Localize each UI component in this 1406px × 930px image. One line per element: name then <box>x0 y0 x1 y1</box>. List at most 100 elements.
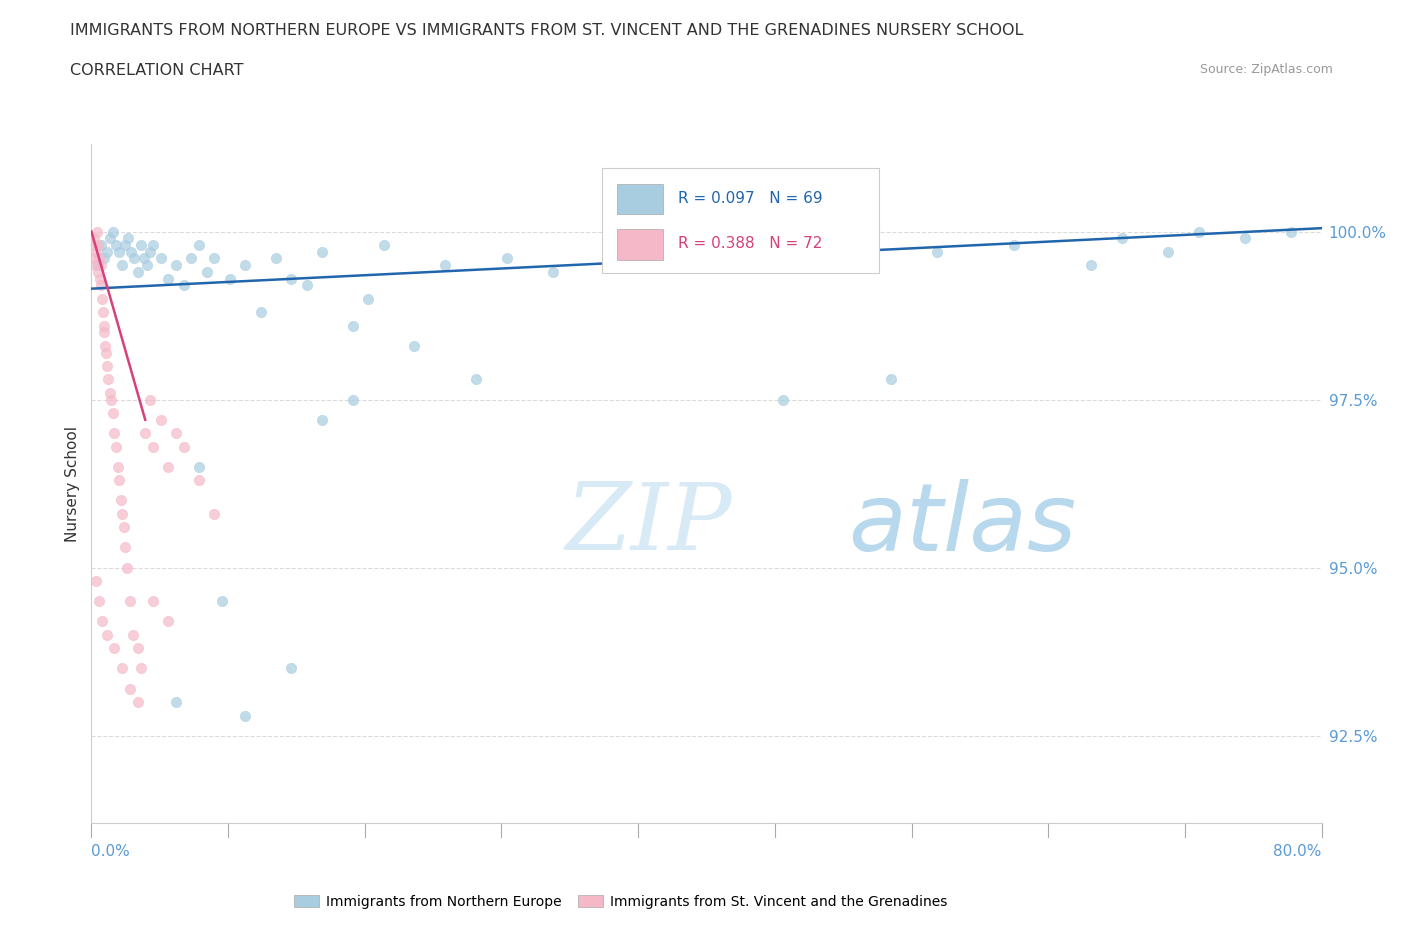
Point <box>357 291 380 306</box>
Point <box>880 372 903 387</box>
Point <box>311 245 333 259</box>
Text: atlas: atlas <box>848 479 1076 570</box>
Point <box>108 245 131 259</box>
Point <box>619 245 641 259</box>
Point <box>165 695 187 710</box>
Point <box>849 251 872 266</box>
Point <box>122 628 145 643</box>
Point <box>112 520 135 535</box>
Point <box>91 614 114 629</box>
FancyBboxPatch shape <box>617 229 664 259</box>
Point <box>211 593 233 608</box>
Point <box>86 224 108 239</box>
Point <box>188 472 211 487</box>
Point <box>118 681 141 696</box>
Point <box>1279 224 1302 239</box>
Point <box>120 245 142 259</box>
Point <box>165 426 187 441</box>
Point <box>101 224 124 239</box>
Point <box>127 641 149 656</box>
Point <box>84 574 107 589</box>
Point <box>772 392 794 407</box>
Point <box>404 339 426 353</box>
Point <box>149 412 172 427</box>
Point <box>111 661 134 676</box>
Point <box>135 258 157 272</box>
Point <box>87 251 110 266</box>
Point <box>157 614 180 629</box>
Point <box>98 385 121 400</box>
Point <box>115 560 138 575</box>
Point <box>249 305 271 320</box>
Point <box>1111 231 1133 246</box>
Point <box>82 237 104 252</box>
Point <box>311 412 333 427</box>
Text: 80.0%: 80.0% <box>1274 844 1322 858</box>
Point <box>165 258 187 272</box>
Point <box>96 628 118 643</box>
Point <box>111 507 134 522</box>
Text: CORRELATION CHART: CORRELATION CHART <box>70 63 243 78</box>
Point <box>233 708 256 723</box>
Point <box>342 318 364 333</box>
Point <box>295 278 318 293</box>
Point <box>91 291 114 306</box>
Point <box>105 439 127 454</box>
Point <box>90 258 112 272</box>
Point <box>1080 258 1102 272</box>
Point <box>1157 245 1180 259</box>
Point <box>86 237 108 252</box>
Point <box>342 392 364 407</box>
Point <box>101 405 124 420</box>
Text: Source: ZipAtlas.com: Source: ZipAtlas.com <box>1199 63 1333 76</box>
Point <box>84 258 107 272</box>
Point <box>142 237 165 252</box>
Point <box>1233 231 1256 246</box>
Point <box>541 264 564 279</box>
Point <box>280 661 302 676</box>
Legend: Immigrants from Northern Europe, Immigrants from St. Vincent and the Grenadines: Immigrants from Northern Europe, Immigra… <box>288 889 953 914</box>
Point <box>84 245 107 259</box>
FancyBboxPatch shape <box>602 168 879 273</box>
Point <box>202 251 225 266</box>
Point <box>87 593 110 608</box>
Text: R = 0.388   N = 72: R = 0.388 N = 72 <box>678 236 823 251</box>
Point <box>373 237 395 252</box>
Point <box>695 258 717 272</box>
Point <box>117 231 139 246</box>
Text: ZIP: ZIP <box>565 479 731 569</box>
Point <box>157 459 180 474</box>
Point <box>142 593 165 608</box>
Point <box>188 459 211 474</box>
Point <box>110 493 132 508</box>
Point <box>132 251 155 266</box>
Point <box>103 641 125 656</box>
Point <box>127 695 149 710</box>
Point <box>139 392 162 407</box>
Point <box>157 272 180 286</box>
Point <box>142 439 165 454</box>
Point <box>91 305 114 320</box>
Point <box>87 264 110 279</box>
Point <box>434 258 457 272</box>
Point <box>1187 224 1209 239</box>
Point <box>202 507 225 522</box>
Text: 0.0%: 0.0% <box>91 844 131 858</box>
Point <box>83 231 105 246</box>
Point <box>93 325 115 339</box>
Point <box>218 272 240 286</box>
Point <box>98 231 121 246</box>
Point <box>772 237 794 252</box>
Point <box>280 272 302 286</box>
Point <box>495 251 517 266</box>
Point <box>89 272 111 286</box>
Y-axis label: Nursery School: Nursery School <box>65 426 80 541</box>
Point <box>124 251 146 266</box>
Text: IMMIGRANTS FROM NORTHERN EUROPE VS IMMIGRANTS FROM ST. VINCENT AND THE GRENADINE: IMMIGRANTS FROM NORTHERN EUROPE VS IMMIG… <box>70 23 1024 38</box>
Point <box>927 245 949 259</box>
Point <box>114 540 136 555</box>
Point <box>149 251 172 266</box>
Point <box>93 318 115 333</box>
Point <box>188 237 211 252</box>
Point <box>111 258 134 272</box>
